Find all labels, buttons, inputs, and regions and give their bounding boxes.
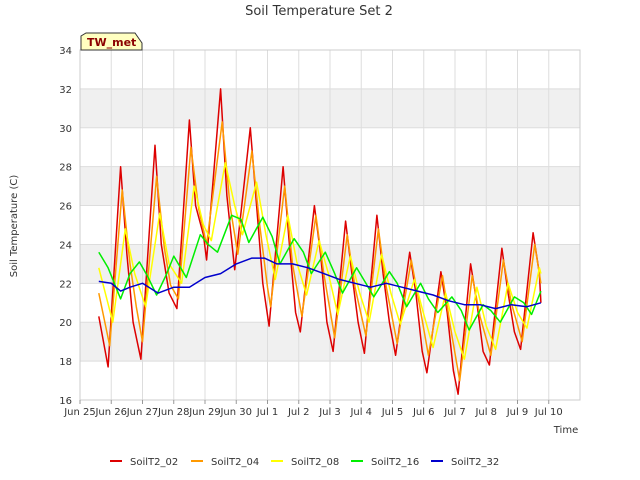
tw-met-badge: TW_met (80, 32, 143, 51)
y-tick-label: 18 (59, 357, 72, 368)
x-tick-label: Jul 5 (381, 407, 404, 418)
x-tick-label: Jul 4 (349, 407, 372, 418)
x-tick-label: Jun 28 (157, 407, 190, 418)
y-tick-label: 24 (59, 240, 72, 251)
x-tick-label: Jun 27 (126, 407, 159, 418)
y-tick-label: 30 (59, 124, 72, 135)
x-tick-label: Jul 9 (506, 407, 529, 418)
y-tick-label: 20 (59, 318, 72, 329)
x-tick-label: Jul 8 (474, 407, 497, 418)
badge-label: TW_met (87, 36, 136, 49)
x-tick-label: Jul 10 (534, 407, 563, 418)
y-tick-label: 28 (59, 163, 72, 174)
series-line-soilt2-16 (98, 214, 542, 331)
x-tick-label: Jun 25 (63, 407, 96, 418)
legend-label: SoilT2_32 (451, 457, 499, 468)
badge-box (80, 32, 143, 51)
legend-label: SoilT2_16 (371, 457, 419, 468)
x-tick-label: Jul 7 (443, 407, 466, 418)
chart-title: Soil Temperature Set 2 (245, 4, 393, 19)
x-tick-label: Jul 3 (318, 407, 341, 418)
x-axis-label: Time (553, 425, 578, 436)
y-tick-label: 32 (59, 85, 72, 96)
legend: SoilT2_02 SoilT2_04 SoilT2_08 SoilT2_16 Soil… (110, 457, 499, 468)
series-layer (98, 88, 542, 395)
x-tick-label: Jun 29 (188, 407, 221, 418)
legend-label: SoilT2_08 (291, 457, 339, 468)
x-tick-label: Jun 30 (219, 407, 252, 418)
series-line-soilt2-08 (98, 162, 542, 360)
legend-label: SoilT2_02 (130, 457, 178, 468)
x-axis-ticks: Jun 25 Jun 26 Jun 27 Jun 28 Jun 29 Jun 30 Jul … (63, 400, 563, 418)
x-tick-label: Jul 1 (256, 407, 279, 418)
x-tick-label: Jul 6 (412, 407, 435, 418)
y-tick-label: 26 (59, 202, 72, 213)
legend-label: SoilT2_04 (211, 457, 259, 468)
series-line-soilt2-32 (98, 257, 542, 310)
y-tick-label: 34 (59, 46, 72, 57)
y-axis-ticks: 16 18 20 22 24 26 28 30 32 34 (59, 46, 72, 407)
y-tick-label: 16 (59, 396, 72, 407)
y-tick-label: 22 (59, 279, 72, 290)
y-axis-label: Soil Temperature (C) (9, 175, 20, 278)
x-tick-label: Jun 26 (94, 407, 127, 418)
x-tick-label: Jul 2 (287, 407, 310, 418)
